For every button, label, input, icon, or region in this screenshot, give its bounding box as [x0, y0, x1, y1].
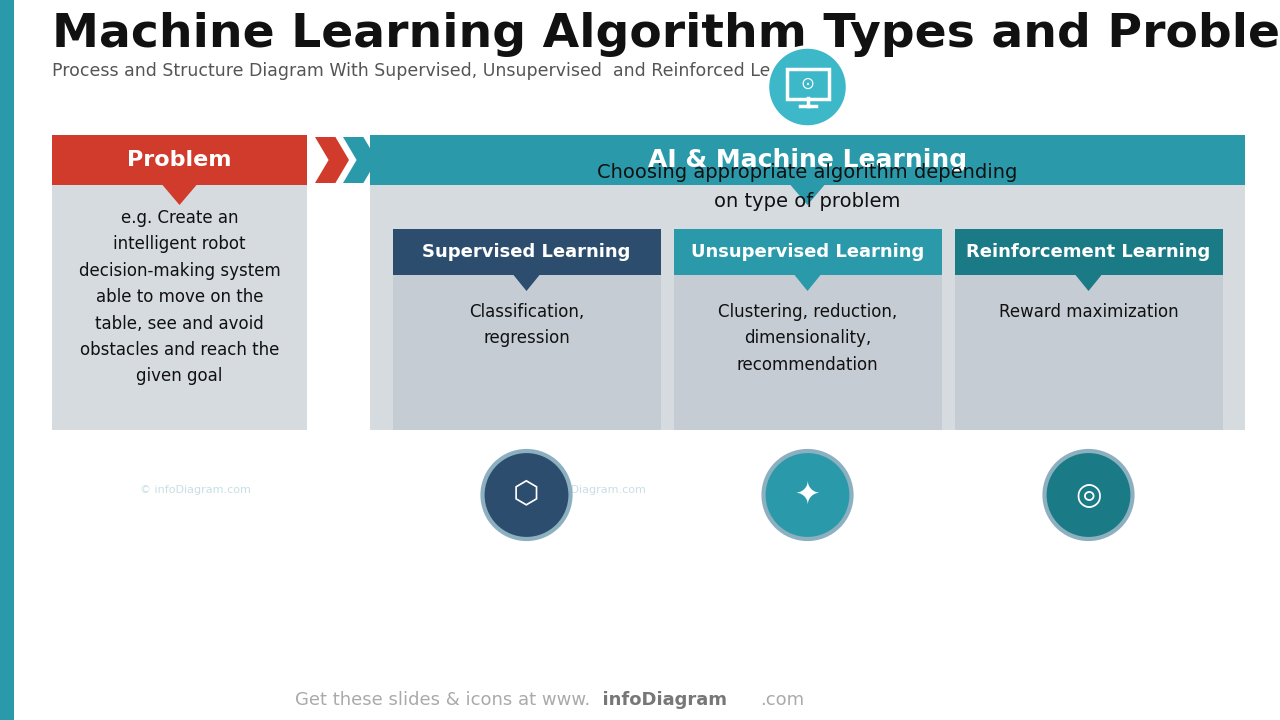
- Text: Machine Learning Algorithm Types and Problem: Machine Learning Algorithm Types and Pro…: [52, 12, 1280, 57]
- Text: .com: .com: [760, 691, 804, 709]
- FancyBboxPatch shape: [673, 275, 942, 430]
- Polygon shape: [163, 185, 197, 205]
- Polygon shape: [315, 137, 349, 183]
- Text: ⬡: ⬡: [513, 480, 540, 510]
- Text: ✦: ✦: [795, 480, 820, 510]
- FancyBboxPatch shape: [52, 135, 307, 185]
- Ellipse shape: [763, 451, 851, 539]
- FancyBboxPatch shape: [52, 185, 307, 430]
- Ellipse shape: [483, 451, 571, 539]
- Polygon shape: [343, 137, 378, 183]
- FancyBboxPatch shape: [393, 229, 660, 275]
- Text: e.g. Create an
intelligent robot
decision-making system
able to move on the
tabl: e.g. Create an intelligent robot decisio…: [78, 209, 280, 385]
- Polygon shape: [513, 275, 539, 291]
- Text: ⊙: ⊙: [800, 75, 814, 93]
- Text: © infoDiagram.com: © infoDiagram.com: [140, 143, 251, 153]
- Text: Choosing appropriate algorithm depending
on type of problem: Choosing appropriate algorithm depending…: [598, 163, 1018, 211]
- Ellipse shape: [1044, 451, 1133, 539]
- Text: © infoDiagram.com: © infoDiagram.com: [924, 143, 1036, 153]
- Text: Problem: Problem: [127, 150, 232, 170]
- Text: Unsupervised Learning: Unsupervised Learning: [691, 243, 924, 261]
- Polygon shape: [791, 185, 824, 205]
- Text: Supervised Learning: Supervised Learning: [422, 243, 631, 261]
- FancyBboxPatch shape: [673, 229, 942, 275]
- Text: Reinforcement Learning: Reinforcement Learning: [966, 243, 1211, 261]
- Text: ◎: ◎: [1075, 480, 1102, 510]
- Text: AI & Machine Learning: AI & Machine Learning: [648, 148, 968, 172]
- Text: Reward maximization: Reward maximization: [998, 303, 1179, 321]
- FancyBboxPatch shape: [370, 185, 1245, 430]
- Text: Process and Structure Diagram With Supervised, Unsupervised  and Reinforced Lear: Process and Structure Diagram With Super…: [52, 62, 826, 80]
- Polygon shape: [795, 275, 820, 291]
- FancyBboxPatch shape: [0, 0, 14, 720]
- Text: infoDiagram: infoDiagram: [590, 691, 727, 709]
- Text: Clustering, reduction,
dimensionality,
recommendation: Clustering, reduction, dimensionality, r…: [718, 303, 897, 374]
- FancyBboxPatch shape: [955, 229, 1222, 275]
- Text: Get these slides & icons at www.: Get these slides & icons at www.: [294, 691, 590, 709]
- Text: © infoDiagram.com: © infoDiagram.com: [535, 143, 645, 153]
- Text: © infoDiagram.com: © infoDiagram.com: [535, 485, 645, 495]
- FancyBboxPatch shape: [393, 275, 660, 430]
- FancyBboxPatch shape: [955, 275, 1222, 430]
- Text: Classification,
regression: Classification, regression: [468, 303, 584, 347]
- FancyBboxPatch shape: [370, 135, 1245, 185]
- Polygon shape: [1075, 275, 1102, 291]
- Ellipse shape: [768, 47, 847, 127]
- Text: © infoDiagram.com: © infoDiagram.com: [140, 485, 251, 495]
